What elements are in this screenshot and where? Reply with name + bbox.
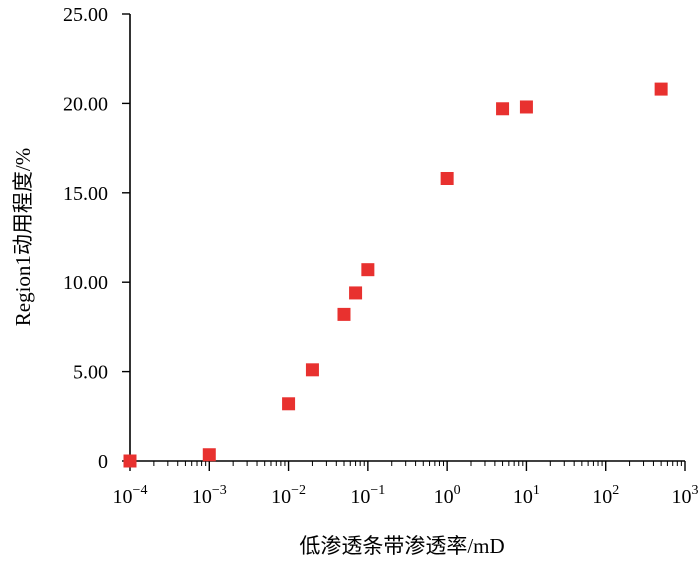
data-point: [349, 286, 363, 300]
y-axis-title: Region1动用程度/%: [11, 148, 35, 327]
y-tick-label: 25.00: [63, 4, 108, 26]
y-axis-ticks: 0 5.00 10.00 15.00 20.00 25.00: [63, 4, 130, 473]
data-point: [123, 454, 137, 468]
y-tick-label: 10.00: [63, 272, 108, 294]
data-point: [519, 100, 533, 114]
x-axis-title: 低渗透条带渗透率/mD: [299, 534, 504, 558]
x-tick-label: 100: [434, 483, 461, 508]
x-tick-label: 10−2: [271, 483, 306, 508]
data-points: [123, 82, 668, 468]
data-point: [654, 82, 668, 96]
x-tick-label: 101: [513, 483, 540, 508]
data-point: [337, 307, 351, 321]
y-tick-label: 0: [98, 451, 108, 473]
data-point: [440, 171, 454, 185]
data-point: [282, 397, 296, 411]
y-tick-label: 20.00: [63, 93, 108, 115]
x-tick-label: 103: [672, 483, 699, 508]
data-point: [496, 102, 510, 116]
data-point: [361, 263, 375, 277]
y-tick-label: 5.00: [73, 362, 108, 384]
data-point: [202, 448, 216, 462]
x-axis-ticks: 10−4 10−3 10−2 10−1 100 101 102 103: [113, 461, 699, 508]
data-point: [305, 363, 319, 377]
x-tick-label: 10−4: [113, 483, 148, 508]
y-tick-label: 15.00: [63, 183, 108, 205]
x-tick-label: 102: [592, 483, 619, 508]
x-tick-label: 10−3: [192, 483, 227, 508]
x-tick-label: 10−1: [350, 483, 385, 508]
